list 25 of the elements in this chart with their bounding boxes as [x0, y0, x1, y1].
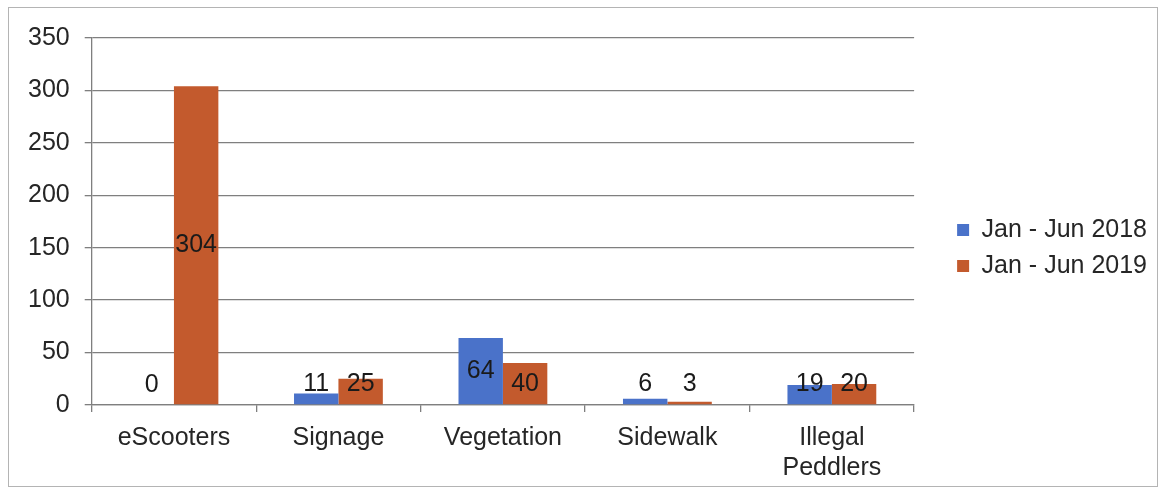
y-tick-label: 200	[27, 179, 70, 208]
data-label: 64	[466, 355, 495, 384]
y-tick-label: 300	[27, 74, 70, 103]
bar	[173, 86, 219, 405]
data-label: 6	[638, 368, 653, 397]
bar	[294, 393, 339, 405]
legend-label: Jan - Jun 2019	[981, 249, 1148, 278]
y-tick-label: 50	[41, 336, 70, 365]
y-tick-label: 0	[55, 388, 70, 417]
y-tick-label: 150	[27, 231, 70, 260]
data-label: 304	[175, 229, 218, 258]
data-label: 11	[303, 368, 330, 397]
data-label: 3	[682, 368, 697, 397]
x-tick-label: Vegetation	[443, 421, 562, 450]
legend-label: Jan - Jun 2018	[981, 213, 1148, 242]
bar	[458, 337, 503, 405]
y-tick-label: 250	[27, 126, 70, 155]
x-tick-label: Signage	[292, 421, 385, 450]
y-tick-label: 100	[27, 284, 70, 313]
x-tick-label: Illegal Peddlers	[782, 421, 882, 480]
data-label: 0	[144, 368, 159, 397]
data-label: 40	[511, 367, 540, 396]
x-tick-label: Sidewalk	[617, 421, 718, 450]
y-tick-label: 350	[27, 21, 70, 50]
x-tick-label: eScooters	[117, 421, 231, 450]
